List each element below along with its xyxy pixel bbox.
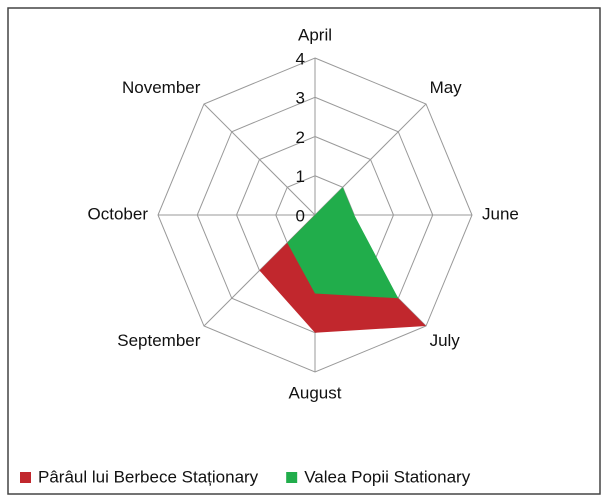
legend-label: Pârâul lui Berbece Staționary	[38, 467, 259, 486]
legend-swatch	[286, 472, 298, 483]
category-label: July	[430, 331, 461, 350]
y-tick-label: 3	[296, 89, 305, 108]
category-label: August	[289, 383, 342, 402]
y-tick-label: 4	[296, 49, 305, 68]
legend-label: Valea Popii Stationary	[304, 467, 471, 486]
category-label: September	[117, 331, 200, 350]
y-tick-label: 0	[296, 206, 305, 225]
y-tick-label: 2	[296, 128, 305, 147]
series-area	[259, 159, 399, 299]
axis-spoke	[203, 103, 316, 216]
category-label: May	[430, 78, 463, 97]
category-label: November	[122, 78, 201, 97]
legend-swatch	[20, 472, 31, 483]
category-label: June	[482, 204, 519, 223]
category-label: October	[88, 204, 149, 223]
category-label: April	[298, 25, 332, 44]
y-tick-label: 1	[296, 167, 305, 186]
